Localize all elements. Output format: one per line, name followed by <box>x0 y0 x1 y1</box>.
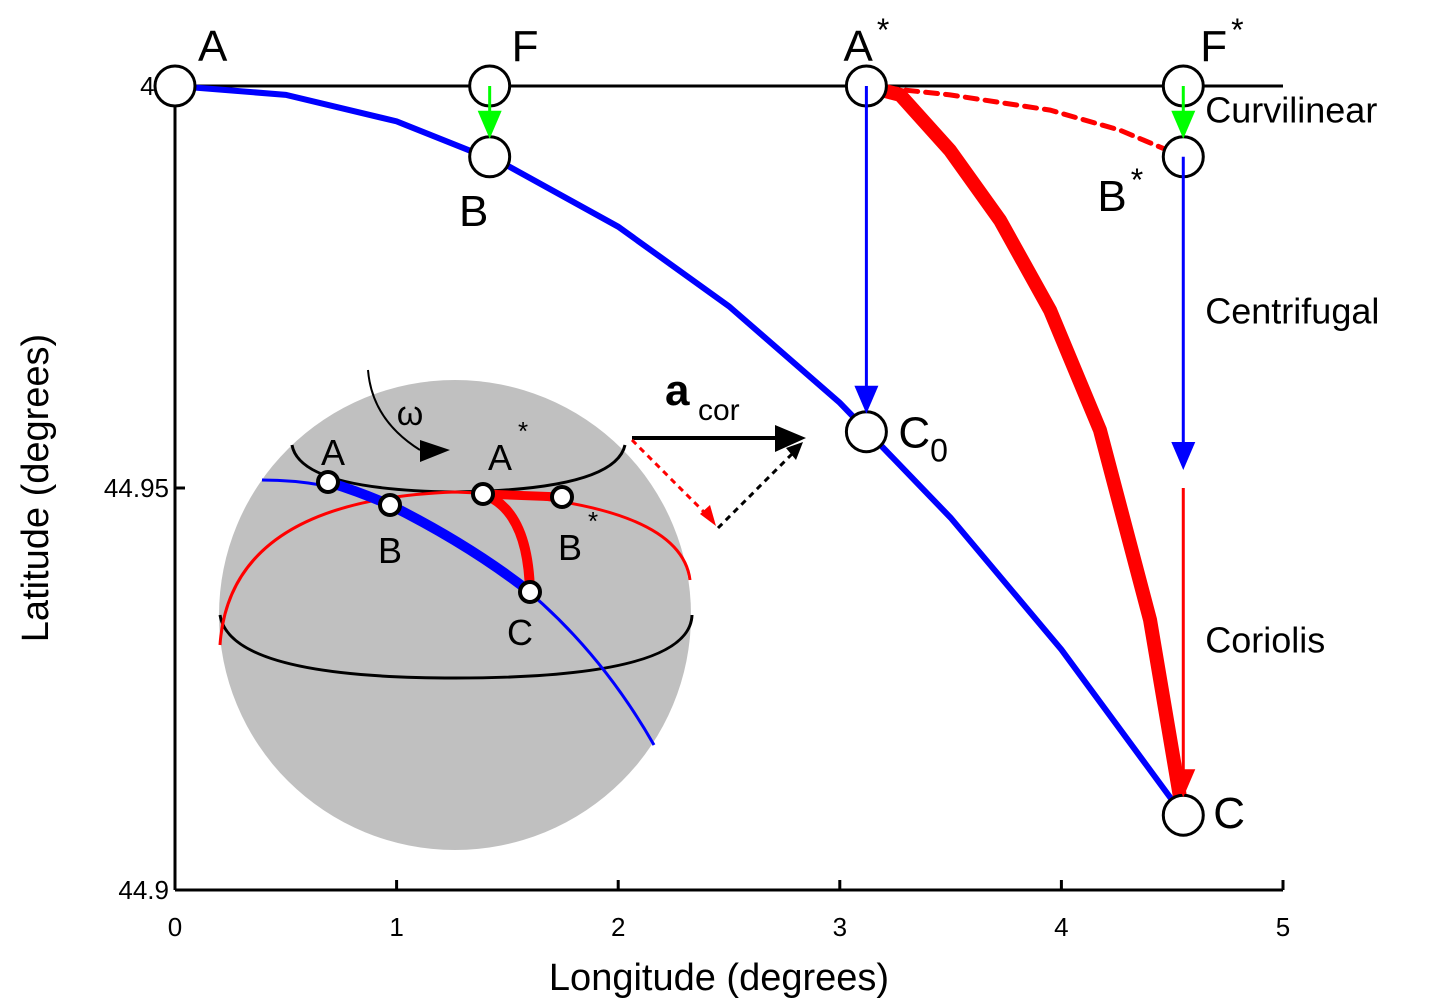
point-superscript: * <box>1131 162 1143 198</box>
point-label: F <box>512 22 539 71</box>
inset-label-sup: * <box>588 506 598 536</box>
coriolis-vector-head <box>775 425 806 452</box>
omega: ω <box>397 395 424 433</box>
globe <box>219 380 691 850</box>
arrow-head <box>1171 769 1196 798</box>
point <box>1161 793 1205 837</box>
arrow-label: Centrifugal <box>1205 290 1379 331</box>
black-component <box>716 452 794 530</box>
y-tick-label: 44.95 <box>104 473 169 503</box>
point <box>468 135 512 179</box>
rotation-head <box>420 440 450 462</box>
point-label-text: A <box>843 22 873 71</box>
red-component <box>630 438 712 520</box>
red-great-circle <box>218 490 692 646</box>
arrow <box>854 86 879 414</box>
arrow-head <box>477 110 502 139</box>
arrow <box>1171 488 1196 798</box>
arrow <box>1171 86 1196 139</box>
point-label-text: B <box>1097 172 1126 221</box>
arrow-head <box>1171 110 1196 139</box>
point-label-text: B <box>459 187 488 236</box>
arrow-head <box>1171 442 1196 470</box>
point-superscript: * <box>877 12 889 48</box>
x-axis-label: Longitude (degrees) <box>549 957 889 999</box>
point <box>153 64 197 108</box>
globe-inset: A B A * B * C ω a cor <box>218 366 806 850</box>
point-label-text: A <box>198 22 228 71</box>
series-line <box>858 79 1191 823</box>
vector-subscript: cor <box>698 394 740 427</box>
inset-label: A <box>321 432 345 473</box>
inset-label: C <box>507 612 533 653</box>
arrow <box>1171 156 1196 470</box>
point <box>844 410 888 454</box>
point-label: C0 <box>898 409 948 469</box>
point-label-text: C <box>898 409 930 458</box>
series-line <box>863 83 1186 160</box>
x-tick-label: 4 <box>1054 912 1068 942</box>
arrow <box>477 86 502 139</box>
x-tick-label: 1 <box>389 912 403 942</box>
inset-label: B <box>558 527 582 568</box>
x-tick-label: 3 <box>833 912 847 942</box>
point-label: B <box>459 187 488 236</box>
point-label: C <box>1213 789 1245 838</box>
y-axis-label: Latitude (degrees) <box>15 334 57 642</box>
blue-thick-path <box>326 477 534 596</box>
series-line <box>172 83 1187 819</box>
inset-points <box>316 470 574 604</box>
arrow-label: Coriolis <box>1205 620 1325 661</box>
point-label: A <box>198 22 228 71</box>
inset-label: B <box>378 530 402 571</box>
point-label: A * <box>843 12 889 71</box>
inset-label: A <box>488 437 512 478</box>
point-label: B * <box>1097 162 1143 221</box>
x-tick-label: 5 <box>1276 912 1290 942</box>
point-label: F * <box>1200 12 1243 71</box>
equator <box>218 614 694 680</box>
arrow-head <box>854 385 879 414</box>
vector-symbol: a <box>665 366 690 415</box>
x-tick-label: 0 <box>168 912 182 942</box>
y-tick-label: 44.9 <box>118 875 169 905</box>
arrow-label: Curvilinear <box>1205 89 1377 130</box>
point-superscript: * <box>1231 12 1243 48</box>
inset-label-sup: * <box>518 416 528 446</box>
point-label-text: F <box>512 22 539 71</box>
point-label-text: C <box>1213 789 1245 838</box>
black-component-head <box>786 442 803 460</box>
rotation-arc <box>367 369 421 451</box>
point-subscript: 0 <box>930 433 948 469</box>
point-label-text: F <box>1200 22 1227 71</box>
red-component-head <box>700 505 716 526</box>
red-thick-path <box>482 489 563 502</box>
x-tick-label: 2 <box>611 912 625 942</box>
